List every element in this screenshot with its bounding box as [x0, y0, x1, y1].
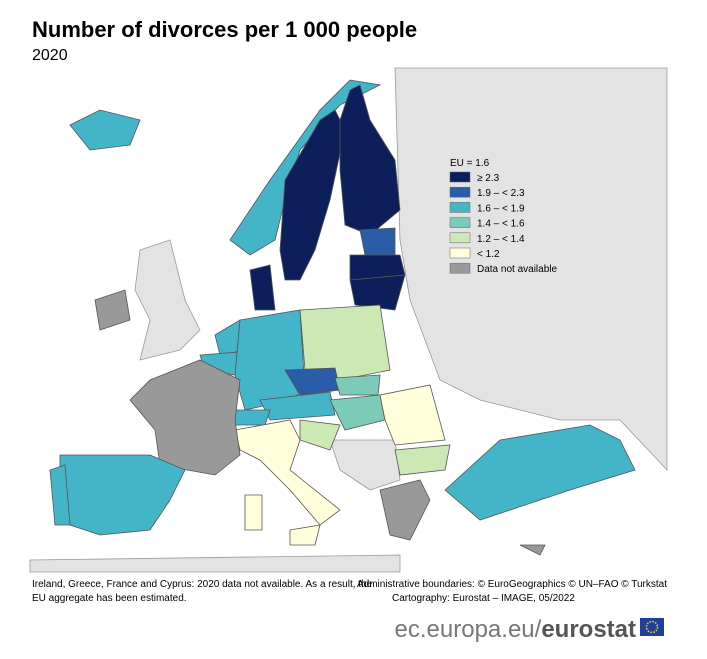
- legend-label: 1.9 – < 2.3: [477, 188, 525, 199]
- sardinia: [244, 494, 263, 531]
- legend-swatch: [449, 232, 471, 244]
- romania: [379, 384, 446, 446]
- sweden: [279, 109, 346, 281]
- croatia: [299, 419, 341, 451]
- footer-brand: eurostat: [541, 616, 636, 643]
- russia-ukraine: [394, 67, 668, 472]
- finland: [339, 84, 401, 236]
- legend-label: < 1.2: [477, 249, 500, 260]
- denmark: [249, 264, 276, 311]
- lithuania: [349, 274, 406, 311]
- legend-label: 1.2 – < 1.4: [477, 234, 525, 245]
- legend-title: EU = 1.6: [450, 158, 490, 169]
- legend-swatch: [449, 202, 471, 213]
- balkans: [329, 439, 401, 491]
- legend-label: 1.4 – < 1.6: [477, 219, 525, 230]
- note-right: Administrative boundaries: © EuroGeograp…: [357, 579, 667, 590]
- legend-label: ≥ 2.3: [477, 173, 500, 184]
- footer-site: ec.europa.eu/: [395, 616, 542, 643]
- legend-swatch: [449, 186, 471, 198]
- sicily: [289, 524, 321, 546]
- estonia: [359, 227, 396, 256]
- norway: [229, 79, 382, 256]
- portugal: [49, 464, 71, 526]
- cyprus: [519, 544, 546, 556]
- poland: [299, 304, 391, 381]
- italy: [234, 419, 341, 526]
- switzerland: [234, 409, 271, 426]
- eu-stars: [645, 620, 659, 634]
- legend-swatch: [449, 262, 471, 274]
- note-left: Ireland, Greece, France and Cyprus: 2020…: [32, 579, 373, 590]
- legend-swatch: [449, 171, 471, 183]
- title: Number of divorces per 1 000 people: [32, 17, 417, 42]
- france: [129, 359, 241, 476]
- bulgaria: [394, 444, 451, 476]
- eu-flag: [640, 618, 664, 636]
- legend: EU = 1.6 ≥ 2.3 1.9 – < 2.3 1.6 – < 1.9 1.4 …: [449, 158, 557, 275]
- note-right: Cartography: Eurostat – IMAGE, 05/2022: [392, 593, 575, 604]
- germany: [234, 309, 306, 411]
- footer: ec.europa.eu/eurostat: [395, 616, 636, 643]
- legend-swatch: [449, 217, 471, 228]
- legend-label: Data not available: [477, 264, 557, 275]
- legend-label: 1.6 – < 1.9: [477, 203, 525, 214]
- north-africa: [29, 554, 401, 573]
- turkey: [444, 424, 636, 521]
- slovakia: [334, 374, 381, 396]
- iceland: [69, 109, 141, 151]
- greece: [379, 479, 431, 541]
- subtitle: 2020: [32, 47, 68, 64]
- united-kingdom: [134, 239, 201, 361]
- ireland: [94, 289, 131, 331]
- note-left: EU aggregate has been estimated.: [32, 593, 187, 604]
- legend-swatch: [449, 247, 471, 259]
- map: [29, 67, 668, 573]
